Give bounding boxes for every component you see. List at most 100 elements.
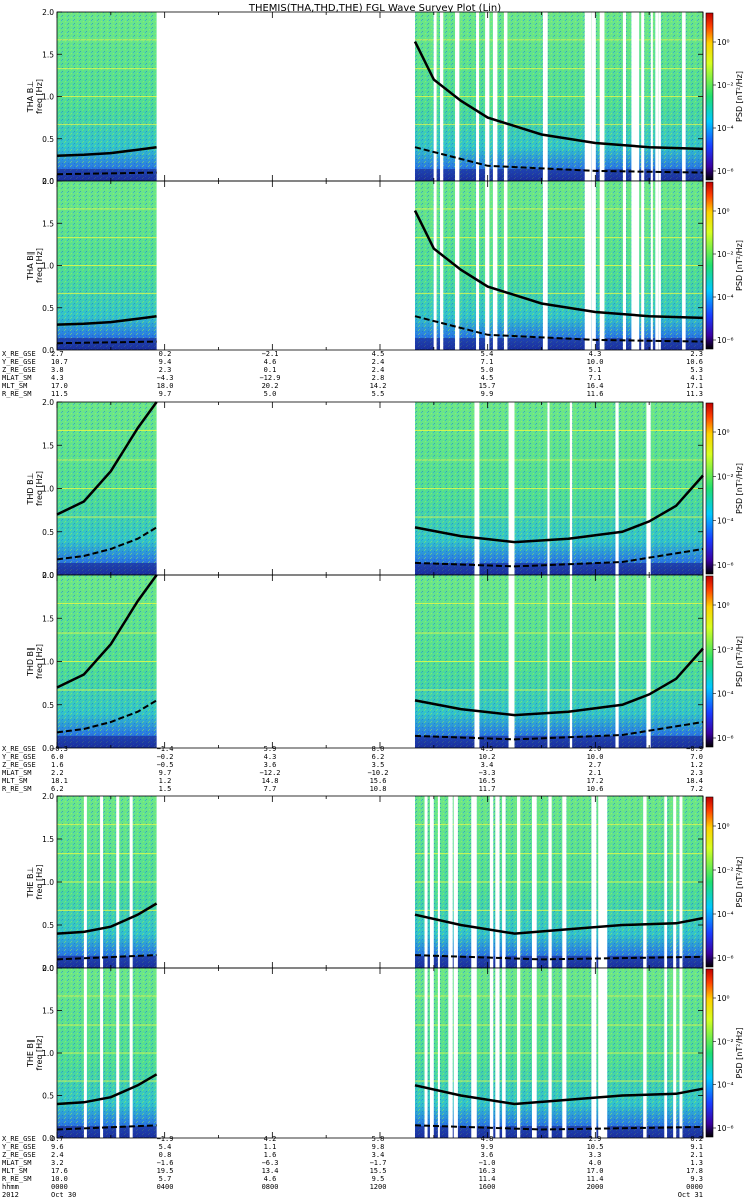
y-tick-label: 2.0 xyxy=(42,8,54,17)
data-gap-stripe xyxy=(622,181,627,350)
y-tick-label: 0.5 xyxy=(42,701,54,710)
data-gap-stripe xyxy=(650,181,653,350)
ephemeris-value: 5.8 xyxy=(372,1135,385,1143)
spectrogram-panel-6: 0.0 0.5 1.0 1.5 2.0 THE B∥ freq [Hz] 10⁰ 10⁻² 10⁻… xyxy=(26,964,744,1143)
ephemeris-value: 11.6 xyxy=(587,390,604,398)
ephemeris-value: 4.6 xyxy=(264,358,277,366)
ephemeris-row-label: X_RE_GSE xyxy=(2,745,36,753)
ephemeris-value: 2.7 xyxy=(589,761,602,769)
ephemeris-value: 10.0 xyxy=(587,358,604,366)
data-gap-stripe xyxy=(631,12,636,181)
ephemeris-value: 10.6 xyxy=(686,358,703,366)
ephemeris-value: −1.4 xyxy=(157,745,174,753)
low-freq-band xyxy=(57,563,157,575)
data-gap-stripe xyxy=(531,968,537,1138)
data-gap-stripe xyxy=(448,968,453,1138)
ephemeris-value: 5.4 xyxy=(159,1143,172,1151)
ephemeris-value: 9.7 xyxy=(159,390,172,398)
y-tick-label: 1.5 xyxy=(42,441,54,450)
spectrogram-panel-5: 0.0 0.5 1.0 1.5 2.0 THE B⊥ freq [Hz] 10⁰ 10⁻² 10⁻… xyxy=(26,792,744,973)
ephemeris-row-label: MLT_SM xyxy=(2,1167,27,1175)
ephemeris-value: 0800 xyxy=(262,1183,279,1191)
data-gap-stripe xyxy=(453,796,458,968)
y-tick-label: 1.5 xyxy=(42,614,54,623)
data-gap-stripe xyxy=(635,12,640,181)
data-gap-stripe xyxy=(679,968,683,1138)
ephemeris-value: 4.3 xyxy=(589,350,602,358)
data-gap-stripe xyxy=(591,968,597,1138)
ephemeris-value: 2.3 xyxy=(159,366,172,374)
panel-ylabel: THA B⊥ xyxy=(26,81,35,113)
data-gap-stripe xyxy=(476,12,480,181)
ephemeris-value: −12.9 xyxy=(259,374,280,382)
ephemeris-value: −6.3 xyxy=(262,1159,279,1167)
helium-gyrofreq-curve xyxy=(414,954,704,961)
panel-ylabel-units: freq [Hz] xyxy=(35,1036,44,1071)
ephemeris-value: −0.3 xyxy=(51,745,68,753)
colorbar-label: PSD [nT²/Hz] xyxy=(735,857,744,908)
ephemeris-row-label: R_RE_SM xyxy=(2,1175,32,1183)
ephemeris-value: 7.0 xyxy=(690,753,703,761)
ephemeris-value: 15.6 xyxy=(370,777,387,785)
ephemeris-value: 1200 xyxy=(370,1183,387,1191)
ephemeris-value: 6.0 xyxy=(51,753,64,761)
data-gap-stripe xyxy=(591,181,596,350)
y-tick-label: 0.0 xyxy=(42,177,54,186)
y-tick-label: 2.0 xyxy=(42,964,54,973)
plot-title: THEMIS(THA,THD,THE) FGL Wave Survey Plot… xyxy=(248,3,501,14)
gyrofreq-curve xyxy=(413,41,704,151)
gyrofreq-curve xyxy=(56,401,158,516)
gyrofreq-curve xyxy=(414,474,704,544)
y-tick-label: 2.0 xyxy=(42,398,54,407)
data-gap-stripe xyxy=(598,968,604,1138)
y-tick-label: 0.5 xyxy=(42,1092,54,1101)
ephemeris-row-label: MLAT_SM xyxy=(2,769,32,777)
colorbar-tick-label: 10⁰ xyxy=(717,207,730,216)
ephemeris-value: 4.8 xyxy=(481,1135,494,1143)
ephemeris-value: 0.1 xyxy=(264,366,277,374)
data-gap-stripe xyxy=(682,181,686,350)
ephemeris-value: 3.3 xyxy=(589,1151,602,1159)
colorbar-tick-label: 10⁻² xyxy=(717,645,734,654)
y-tick-label: 1.0 xyxy=(42,658,54,667)
ephemeris-value: 2.0 xyxy=(589,745,602,753)
data-gap-stripe xyxy=(83,968,87,1138)
data-gap-stripe xyxy=(591,796,597,968)
gyrofreq-curve xyxy=(414,913,704,935)
colorbar-label: PSD [nT²/Hz] xyxy=(735,636,744,687)
data-gap-stripe xyxy=(440,181,444,350)
ephemeris-value: 2.4 xyxy=(372,358,385,366)
ephemeris-value: 10.0 xyxy=(587,753,604,761)
data-gap-stripe xyxy=(584,12,589,181)
ephemeris-value: 2.4 xyxy=(372,366,385,374)
gyrofreq-curve xyxy=(56,145,157,157)
data-gap-stripe xyxy=(655,12,659,181)
ephemeris-value: 4.0 xyxy=(589,1159,602,1167)
data-gap-stripe xyxy=(489,968,494,1138)
ephemeris-value: 4.5 xyxy=(481,745,494,753)
spectrogram-panel-1: 0.0 0.5 1.0 1.5 2.0 THA B⊥ freq [Hz] 10⁰ 10⁻² 10⁻… xyxy=(26,8,744,186)
data-gap-stripe xyxy=(643,796,647,968)
ephemeris-row-label: X_RE_GSE xyxy=(2,350,36,358)
y-tick-label: 2.0 xyxy=(42,792,54,801)
panel-ylabel-units: freq [Hz] xyxy=(35,248,44,283)
ephemeris-block-3: X_RE_GSEY_RE_GSEZ_RE_GSEMLAT_SMMLT_SMR_R… xyxy=(2,1135,703,1199)
ephemeris-value: 1.5 xyxy=(159,785,172,793)
ephemeris-value: 4.2 xyxy=(264,1135,277,1143)
ephemeris-value: 4.3 xyxy=(264,753,277,761)
data-gap-stripe xyxy=(517,796,521,968)
data-gap-stripe xyxy=(508,575,514,748)
ephemeris-value: 0.8 xyxy=(159,1151,172,1159)
y-tick-label: 0.5 xyxy=(42,528,54,537)
y-tick-label: 0.0 xyxy=(42,571,54,580)
ephemeris-value: 11.3 xyxy=(686,390,703,398)
data-gap-stripe xyxy=(622,12,627,181)
ephemeris-value: 9.4 xyxy=(159,358,172,366)
ephemeris-value: 9.8 xyxy=(372,1143,385,1151)
data-gap-stripe xyxy=(587,12,592,181)
ephemeris-value: 2000 xyxy=(587,1183,604,1191)
panel-ylabel-units: freq [Hz] xyxy=(35,644,44,679)
ephemeris-value: 3.4 xyxy=(372,1151,385,1159)
data-gap-stripe xyxy=(448,796,453,968)
